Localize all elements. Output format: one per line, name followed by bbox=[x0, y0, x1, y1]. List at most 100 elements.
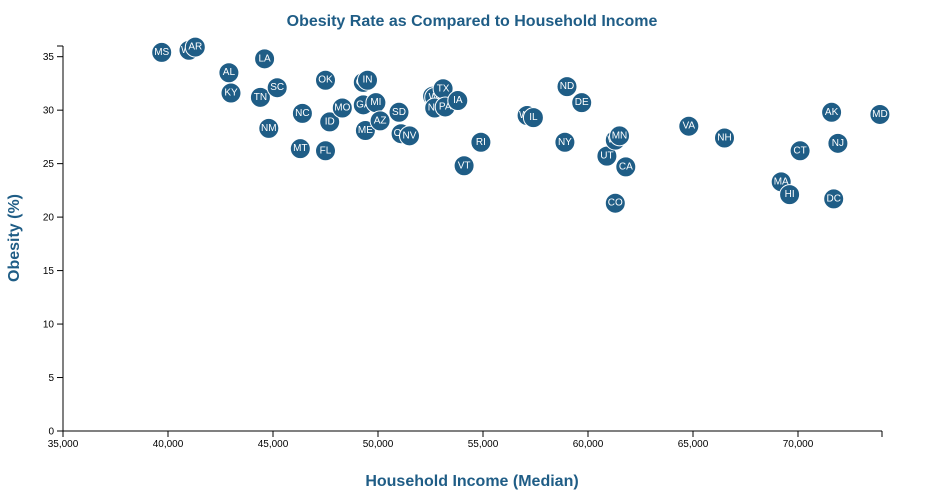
point-marker[interactable] bbox=[823, 188, 845, 210]
data-point-ky[interactable]: KY bbox=[220, 82, 242, 104]
point-marker[interactable] bbox=[218, 62, 240, 84]
data-point-nc[interactable]: NC bbox=[291, 102, 313, 124]
data-point-hi[interactable]: HI bbox=[779, 184, 801, 206]
point-marker[interactable] bbox=[289, 138, 311, 160]
data-point-al[interactable]: AL bbox=[218, 62, 240, 84]
data-point-ca[interactable]: CA bbox=[615, 156, 637, 178]
point-label: DC bbox=[826, 193, 840, 204]
point-marker[interactable] bbox=[556, 76, 578, 98]
point-marker[interactable] bbox=[331, 97, 353, 119]
data-point-ia[interactable]: IA bbox=[447, 90, 469, 112]
point-marker[interactable] bbox=[522, 107, 544, 129]
point-marker[interactable] bbox=[470, 131, 492, 153]
data-point-dc[interactable]: DC bbox=[823, 188, 845, 210]
point-label: LA bbox=[258, 53, 271, 64]
y-tick-label: 5 bbox=[48, 373, 54, 384]
point-marker[interactable] bbox=[315, 69, 336, 91]
data-point-tn[interactable]: TN bbox=[249, 86, 271, 108]
y-tick-label: 10 bbox=[43, 320, 55, 331]
point-label: VA bbox=[682, 121, 695, 132]
point-marker[interactable] bbox=[447, 90, 469, 112]
point-marker[interactable] bbox=[571, 92, 593, 114]
chart-title: Obesity Rate as Compared to Household In… bbox=[287, 13, 658, 30]
data-point-mn[interactable]: MN bbox=[609, 125, 630, 147]
point-marker[interactable] bbox=[369, 110, 391, 132]
data-point-nv[interactable]: NV bbox=[399, 125, 420, 147]
data-point-ak[interactable]: AK bbox=[821, 101, 843, 123]
point-marker[interactable] bbox=[678, 115, 700, 137]
point-marker[interactable] bbox=[266, 77, 288, 99]
data-point-ct[interactable]: CT bbox=[789, 140, 811, 162]
point-marker[interactable] bbox=[779, 184, 801, 206]
point-marker[interactable] bbox=[258, 117, 280, 139]
point-marker[interactable] bbox=[453, 155, 475, 177]
point-label: NH bbox=[717, 132, 731, 143]
point-marker[interactable] bbox=[615, 156, 637, 178]
point-marker[interactable] bbox=[714, 127, 735, 149]
point-label: IN bbox=[363, 75, 373, 86]
point-marker[interactable] bbox=[319, 111, 341, 133]
data-point-id[interactable]: ID bbox=[319, 111, 341, 133]
point-label: MA bbox=[774, 176, 789, 187]
point-marker[interactable] bbox=[609, 125, 630, 147]
data-point-nj[interactable]: NJ bbox=[827, 132, 849, 154]
point-label: FL bbox=[320, 145, 332, 156]
point-label: SD bbox=[392, 107, 406, 118]
data-point-de[interactable]: DE bbox=[571, 92, 593, 114]
data-point-la[interactable]: LA bbox=[254, 48, 276, 70]
point-marker[interactable] bbox=[291, 102, 313, 124]
data-point-mo[interactable]: MO bbox=[331, 97, 353, 119]
point-marker[interactable] bbox=[554, 131, 576, 153]
point-marker[interactable] bbox=[151, 41, 173, 63]
data-point-me[interactable]: ME bbox=[354, 119, 376, 141]
data-point-in[interactable]: IN bbox=[357, 69, 378, 91]
point-marker[interactable] bbox=[821, 101, 843, 123]
data-point-ny[interactable]: NY bbox=[554, 131, 576, 153]
x-tick-label: 60,000 bbox=[573, 439, 604, 450]
point-marker[interactable] bbox=[869, 103, 891, 125]
data-point-co[interactable]: CO bbox=[604, 192, 626, 214]
data-point-tx[interactable]: TX bbox=[432, 78, 454, 100]
y-tick-label: 20 bbox=[43, 213, 55, 224]
point-marker[interactable] bbox=[254, 48, 276, 70]
data-point-ri[interactable]: RI bbox=[470, 131, 492, 153]
point-marker[interactable] bbox=[789, 140, 811, 162]
data-point-sd[interactable]: SD bbox=[388, 101, 410, 123]
data-point-va[interactable]: VA bbox=[678, 115, 700, 137]
x-tick-label: 35,000 bbox=[48, 439, 79, 450]
point-marker[interactable] bbox=[827, 132, 849, 154]
data-point-mt[interactable]: MT bbox=[289, 138, 311, 160]
data-point-mi[interactable]: MI bbox=[365, 92, 387, 114]
point-marker[interactable] bbox=[354, 119, 376, 141]
point-marker[interactable] bbox=[184, 36, 206, 58]
data-point-vt[interactable]: VT bbox=[453, 155, 475, 177]
data-point-az[interactable]: AZ bbox=[369, 110, 391, 132]
point-label: NJ bbox=[832, 138, 844, 149]
data-point-ar[interactable]: AR bbox=[184, 36, 206, 58]
y-axis-label: Obesity (%) bbox=[6, 194, 23, 282]
data-point-ok[interactable]: OK bbox=[315, 69, 336, 91]
point-label: ME bbox=[358, 125, 373, 136]
point-marker[interactable] bbox=[399, 125, 420, 147]
point-label: CT bbox=[793, 145, 806, 156]
x-tick-label: 65,000 bbox=[678, 439, 709, 450]
data-point-sc[interactable]: SC bbox=[266, 77, 288, 99]
point-marker[interactable] bbox=[357, 69, 378, 91]
point-marker[interactable] bbox=[249, 86, 271, 108]
data-point-ms[interactable]: MS bbox=[151, 41, 173, 63]
data-point-nd[interactable]: ND bbox=[556, 76, 578, 98]
data-point-md[interactable]: MD bbox=[869, 103, 891, 125]
point-marker[interactable] bbox=[388, 101, 410, 123]
y-tick-label: 15 bbox=[43, 266, 55, 277]
point-label: MN bbox=[612, 130, 628, 141]
point-marker[interactable] bbox=[315, 140, 336, 162]
point-marker[interactable] bbox=[604, 192, 626, 214]
data-point-nm[interactable]: NM bbox=[258, 117, 280, 139]
point-marker[interactable] bbox=[220, 82, 242, 104]
point-label: KY bbox=[224, 88, 238, 99]
point-label: CO bbox=[608, 198, 623, 209]
data-point-nh[interactable]: NH bbox=[714, 127, 735, 149]
data-point-fl[interactable]: FL bbox=[315, 140, 336, 162]
data-point-il[interactable]: IL bbox=[522, 107, 544, 129]
point-label: PA bbox=[439, 101, 452, 112]
